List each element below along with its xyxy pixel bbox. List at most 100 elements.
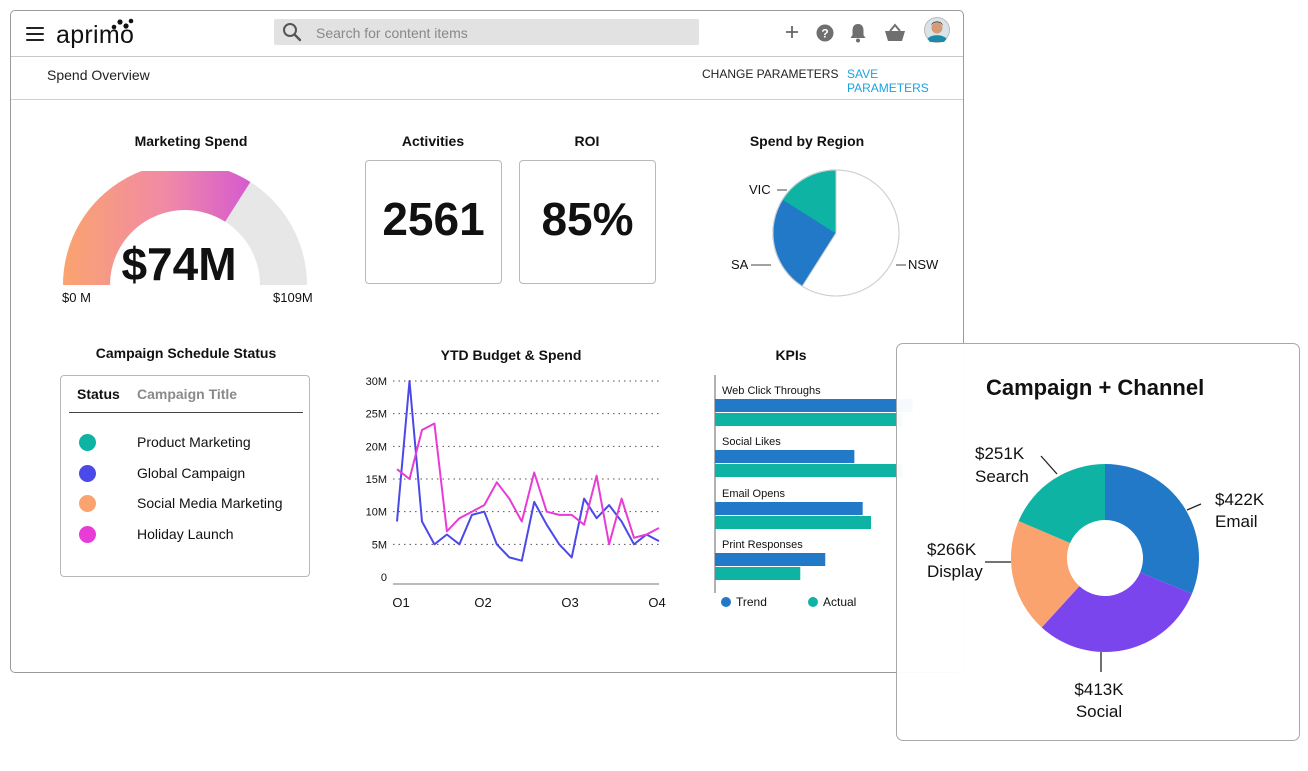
donut-slice-display: [1011, 521, 1080, 628]
activities-title: Activities: [401, 133, 465, 149]
x-tick-label: Q4: [648, 595, 665, 607]
kpi-category-label: Social Likes: [722, 436, 781, 448]
plus-icon[interactable]: [785, 25, 799, 39]
donut-leader-line: [1186, 503, 1202, 511]
y-tick-label: 0: [381, 572, 387, 584]
x-tick-label: Q1: [392, 595, 409, 607]
spend-line: [396, 422, 660, 546]
x-tick-label: Q2: [474, 595, 491, 607]
donut-slice-email: [1105, 464, 1199, 594]
donut-slice-social: [1041, 572, 1192, 652]
marketing-spend-title: Marketing Spend: [134, 133, 248, 149]
spend-by-region-pie: VIC SA NSW: [731, 169, 939, 297]
kpi-category-label: Web Click Throughs: [722, 385, 821, 397]
trend-bar: [715, 553, 826, 566]
donut-slice-search: [1018, 464, 1105, 544]
trend-bar: [715, 399, 913, 412]
legend-trend-swatch: [721, 597, 731, 607]
search-icon: [283, 23, 302, 42]
actual-bar: [715, 413, 903, 426]
donut-value-label: $266K: [927, 540, 977, 559]
bell-icon[interactable]: [849, 23, 867, 43]
budget-line: [396, 380, 660, 562]
campaign-channel-card: Campaign + Channel $422K Email $413K Social…: [896, 343, 1300, 741]
y-tick-label: 10M: [366, 507, 387, 519]
status-column-header: Status: [77, 386, 120, 402]
status-dot: [79, 495, 96, 512]
actual-bar: [715, 464, 903, 477]
donut-name-label: Email: [1215, 512, 1258, 531]
y-tick-label: 25M: [366, 409, 387, 421]
header-divider: [69, 412, 303, 413]
legend-actual-swatch: [808, 597, 818, 607]
roi-value: 85%: [541, 193, 634, 245]
activities-value: 2561: [382, 193, 485, 245]
pie-label: VIC: [749, 182, 771, 197]
app-window: aprimo Search for content items ?: [10, 10, 964, 673]
activities-card: 2561: [365, 160, 502, 284]
gauge-max-label: $109M: [273, 290, 313, 305]
campaign-status-title: Campaign Schedule Status: [95, 345, 277, 361]
page-title: Spend Overview: [47, 67, 150, 83]
actual-bar: [715, 567, 801, 580]
campaign-status-card: Status Campaign Title Product Marketing …: [60, 375, 310, 577]
logo-dots-icon: [111, 18, 134, 30]
avatar[interactable]: [924, 17, 950, 43]
roi-card: 85%: [519, 160, 656, 284]
gauge-fill: [63, 171, 251, 285]
campaign-channel-title: Campaign + Channel: [986, 375, 1205, 400]
status-dot: [79, 465, 96, 482]
x-tick-label: Q3: [561, 595, 578, 607]
save-parameters-button[interactable]: SAVE PARAMETERS: [847, 67, 929, 95]
kpi-category-label: Email Opens: [722, 488, 785, 500]
svg-text:?: ?: [821, 27, 828, 41]
status-row[interactable]: Holiday Launch: [61, 523, 309, 547]
campaign-title-column-header: Campaign Title: [137, 386, 238, 402]
search-input[interactable]: Search for content items: [274, 19, 699, 45]
status-dot: [79, 434, 96, 451]
donut-name-label: Display: [927, 562, 983, 581]
y-tick-label: 30M: [366, 376, 387, 388]
kpi-category-label: Print Responses: [722, 539, 803, 551]
trend-bar: [715, 502, 863, 515]
menu-icon[interactable]: [26, 27, 44, 45]
help-icon[interactable]: ?: [816, 24, 834, 42]
search-placeholder: Search for content items: [316, 25, 468, 41]
status-row[interactable]: Global Campaign: [61, 462, 309, 486]
ytd-chart-title: YTD Budget & Spend: [440, 347, 582, 363]
roi-title: ROI: [574, 133, 600, 149]
campaign-title: Global Campaign: [137, 465, 246, 481]
donut-value-label: $251K: [975, 444, 1025, 463]
status-dot: [79, 526, 96, 543]
campaign-channel-donut: $422K Email $413K Social $266K Display $251K Se…: [927, 444, 1265, 721]
actual-bar: [715, 516, 871, 529]
status-row[interactable]: Product Marketing: [61, 431, 309, 455]
kpis-title: KPIs: [775, 347, 807, 363]
spend-by-region-title: Spend by Region: [749, 133, 865, 149]
basket-icon[interactable]: [883, 23, 907, 43]
legend-trend-label: Trend: [736, 595, 767, 609]
pie-label: NSW: [908, 257, 939, 272]
status-row[interactable]: Social Media Marketing: [61, 492, 309, 516]
marketing-spend-value: $74M: [121, 238, 237, 290]
campaign-title: Social Media Marketing: [137, 495, 283, 511]
trend-bar: [715, 450, 855, 463]
change-parameters-button[interactable]: CHANGE PARAMETERS: [702, 67, 839, 81]
campaign-title: Holiday Launch: [137, 526, 234, 542]
ytd-line-chart: 30M 25M 20M 15M 10M 5M 0 Q1 Q2 Q3 Q4: [366, 376, 666, 607]
legend-actual-label: Actual: [823, 595, 856, 609]
donut-value-label: $413K: [1074, 680, 1124, 699]
y-tick-label: 20M: [366, 441, 387, 453]
gauge-min-label: $0 M: [62, 290, 91, 305]
sub-header: Spend Overview CHANGE PARAMETERS SAVE PA…: [11, 57, 963, 100]
pie-outline: [772, 169, 900, 297]
pie-label: SA: [731, 257, 749, 272]
donut-value-label: $422K: [1215, 490, 1265, 509]
top-bar: aprimo Search for content items ?: [11, 11, 963, 57]
y-tick-label: 15M: [366, 474, 387, 486]
donut-name-label: Search: [975, 467, 1029, 486]
logo[interactable]: aprimo: [56, 21, 134, 50]
donut-name-label: Social: [1076, 702, 1122, 721]
donut-leader-line: [1040, 455, 1058, 475]
campaign-title: Product Marketing: [137, 434, 251, 450]
